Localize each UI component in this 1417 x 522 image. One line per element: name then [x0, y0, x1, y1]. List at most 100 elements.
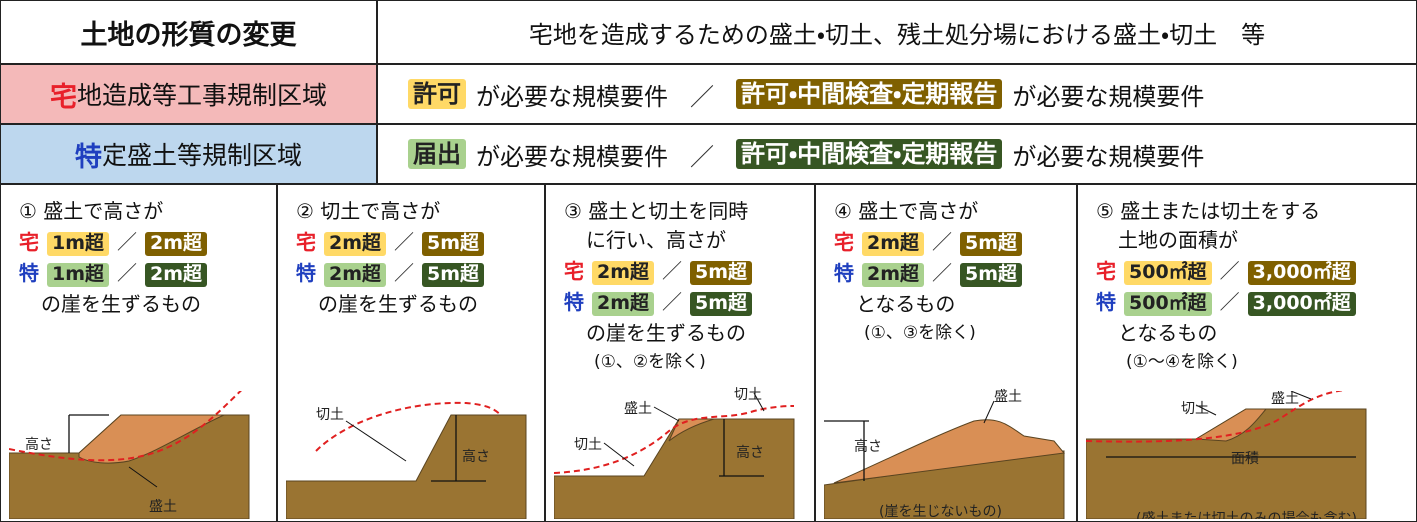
ground: [824, 450, 1065, 519]
zone-content: 届出 が必要な規模要件／許可・中間検査・定期報告 が必要な規模要件: [378, 125, 1416, 185]
case-tail: となるもの: [1118, 321, 1218, 345]
zone-mark: 宅: [49, 81, 77, 113]
slope-line: [1086, 391, 1345, 443]
case: ① 盛土で高さが宅 1m超／ 2m超特 1m超／ 2m超 の崖を生ずるもの 高さ 盛土: [1, 185, 278, 521]
diagram-label: (崖を生じないもの): [879, 504, 1002, 519]
case-title: ② 切土で高さが: [296, 199, 441, 223]
zone-mark: 特: [74, 141, 102, 173]
case-row: 特 2m超 ／ 5m超: [564, 288, 814, 317]
case-title: ③ 盛土と切土を同時: [564, 199, 749, 223]
pointer: [753, 392, 765, 412]
badge: 2m超: [145, 263, 208, 287]
separator: ／: [690, 142, 714, 171]
zone-content: 許可 が必要な規模要件／許可・中間検査・定期報告 が必要な規模要件: [378, 65, 1416, 125]
case-note: (①、②を除く): [594, 352, 706, 372]
case-tail: となるもの: [856, 292, 956, 316]
badge: 届出: [408, 139, 466, 169]
case-row: 宅 500㎡超 ／ 3,000㎡超: [1096, 257, 1416, 286]
case-tail: の崖を生ずるもの: [586, 321, 746, 345]
case-row: 特 500㎡超 ／ 3,000㎡超: [1096, 288, 1416, 317]
header-label: 土地の形質の変更: [1, 1, 378, 65]
diagram-label: 面積: [1231, 451, 1259, 467]
zone-label: 特定盛土等規制区域: [1, 125, 378, 185]
case-title: に行い、高さが: [586, 228, 726, 252]
zone-text: が必要な規模要件: [1012, 82, 1205, 111]
case-tail: の崖を生ずるもの: [318, 292, 478, 316]
zone-label: 宅地造成等工事規制区域: [1, 65, 378, 125]
case: ② 切土で高さが宅 2m超／ 5m超特 2m超／ 5m超 の崖を生ずるもの 切土 高さ: [278, 185, 546, 521]
zone-name: 地造成等工事規制区域: [76, 81, 327, 110]
ground: [78, 414, 225, 464]
badge: 5m超: [422, 232, 485, 256]
ground: [668, 418, 715, 442]
case-row: 特 2m超 ／ 5m超: [834, 259, 1076, 288]
case-row: 宅 2m超 ／ 5m超: [834, 228, 1076, 257]
badge: 2m超: [862, 232, 925, 256]
zone-mark: 宅: [296, 230, 316, 254]
badge: 許可・中間検査・定期報告: [736, 139, 1003, 169]
separator: ／: [117, 230, 138, 254]
diagram-label: 切土: [1181, 401, 1209, 417]
badge: 5m超: [690, 292, 753, 316]
case-row: 宅 2m超 ／ 5m超: [564, 257, 814, 286]
separator: ／: [932, 261, 953, 285]
pointer: [1290, 391, 1312, 400]
diagram-label: 盛土: [1271, 391, 1299, 407]
case-row: 特 1m超 ／ 2m超: [19, 259, 276, 288]
case-title: 土地の面積が: [1118, 228, 1238, 252]
case: ④ 盛土で高さが宅 2m超／ 5m超特 2m超／ 5m超 となるもの (①、③を除く) 盛土高…: [816, 185, 1078, 521]
case-title: ⑤ 盛土または切土をする: [1096, 199, 1321, 223]
badge: 5m超: [960, 232, 1023, 256]
zone-text: が必要な規模要件: [476, 142, 668, 171]
slope-line: [315, 401, 502, 452]
badge: 3,000㎡超: [1247, 292, 1356, 316]
badge: 5m超: [690, 261, 753, 285]
badge: 2m超: [145, 232, 208, 256]
separator: ／: [117, 261, 138, 285]
badge: 2m超: [862, 263, 925, 287]
diagram-label: 盛土: [624, 401, 652, 417]
case-title: ④ 盛土で高さが: [834, 199, 979, 223]
badge: 2m超: [592, 261, 655, 285]
header-description: 宅地を造成するための盛土・切土、残土処分場における盛土・切土 等: [378, 1, 1416, 65]
case-note: (①～④を除く): [1126, 352, 1238, 372]
badge: 500㎡超: [1124, 292, 1212, 316]
zone-name: 定盛土等規制区域: [101, 141, 302, 170]
diagram-label: 高さ: [854, 438, 882, 455]
badge: 1m超: [47, 232, 110, 256]
badge: 許可: [408, 79, 466, 109]
pointer: [603, 442, 635, 467]
badge: 5m超: [422, 263, 485, 287]
zone-mark: 特: [296, 261, 316, 285]
badge: 5m超: [960, 263, 1023, 287]
diagram-label: 切土: [734, 387, 762, 403]
separator: ／: [662, 290, 683, 314]
zone-mark: 宅: [19, 230, 39, 254]
case: ⑤ 盛土または切土をする 土地の面積が宅 500㎡超／ 3,000㎡超特 500㎡超／ 3…: [1078, 185, 1416, 521]
zone-mark: 特: [564, 290, 584, 314]
diagram-label: (盛土または切土のみの場合も含む): [1136, 511, 1357, 519]
ground: [1194, 408, 1268, 442]
zone-mark: 特: [1096, 290, 1116, 314]
ground: [286, 414, 527, 519]
pointer: [1195, 404, 1217, 416]
diagram-label: 盛土: [149, 499, 177, 515]
pointer: [983, 400, 995, 424]
diagram-label: 高さ: [25, 436, 53, 453]
badge: 許可・中間検査・定期報告: [736, 79, 1003, 109]
separator: ／: [394, 261, 415, 285]
slope-line: [554, 405, 795, 474]
badge: 3,000㎡超: [1247, 261, 1356, 285]
case-row: 宅 1m超 ／ 2m超: [19, 228, 276, 257]
pointer: [345, 420, 407, 462]
separator: ／: [932, 230, 953, 254]
slope-line: [9, 391, 242, 462]
pointer: [128, 466, 158, 488]
zone-mark: 特: [19, 261, 39, 285]
